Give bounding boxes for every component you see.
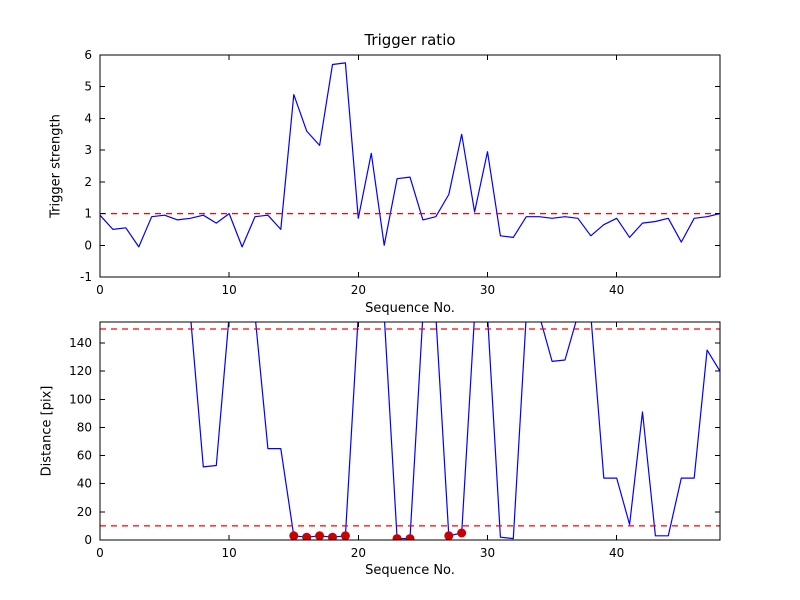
chart-title: Trigger ratio — [364, 31, 456, 49]
top-ylabel: Trigger strength — [48, 114, 64, 218]
svg-text:10: 10 — [222, 283, 237, 297]
svg-text:0: 0 — [96, 546, 104, 560]
svg-text:0: 0 — [84, 533, 92, 547]
svg-text:40: 40 — [609, 283, 624, 297]
svg-text:5: 5 — [84, 80, 92, 94]
svg-text:20: 20 — [351, 283, 366, 297]
svg-text:2: 2 — [84, 175, 92, 189]
svg-text:40: 40 — [609, 546, 624, 560]
svg-text:6: 6 — [84, 48, 92, 62]
svg-text:140: 140 — [69, 336, 92, 350]
svg-text:30: 30 — [480, 283, 495, 297]
svg-text:20: 20 — [351, 546, 366, 560]
svg-text:80: 80 — [77, 420, 92, 434]
svg-text:3: 3 — [84, 143, 92, 157]
svg-text:40: 40 — [77, 477, 92, 491]
bottom-xlabel: Sequence No. — [365, 563, 455, 578]
bottom-ylabel: Distance [pix] — [39, 385, 55, 477]
svg-text:1: 1 — [84, 207, 92, 221]
svg-text:100: 100 — [69, 392, 92, 406]
svg-text:4: 4 — [84, 111, 92, 125]
svg-text:20: 20 — [77, 505, 92, 519]
svg-text:60: 60 — [77, 449, 92, 463]
svg-text:-1: -1 — [80, 270, 92, 284]
svg-text:0: 0 — [96, 283, 104, 297]
svg-text:10: 10 — [222, 546, 237, 560]
svg-text:120: 120 — [69, 364, 92, 378]
svg-text:30: 30 — [480, 546, 495, 560]
top-xlabel: Sequence No. — [365, 301, 455, 316]
svg-text:0: 0 — [84, 238, 92, 252]
